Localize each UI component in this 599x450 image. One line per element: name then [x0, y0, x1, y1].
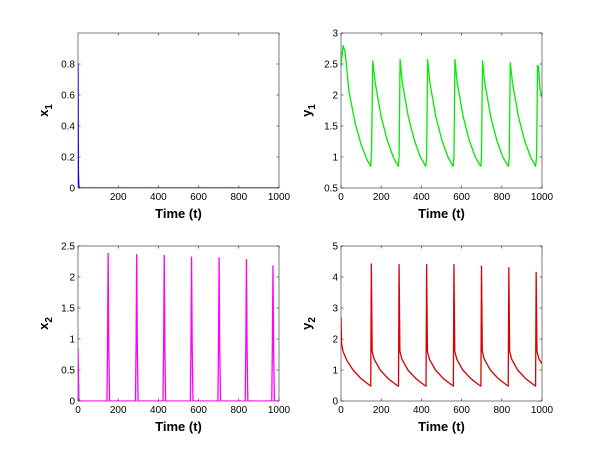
y-tick-label: 2: [332, 335, 338, 346]
x-tick-label: 1000: [268, 405, 291, 416]
x-tick-label: 400: [413, 405, 430, 416]
y-tick-label: 0: [69, 397, 75, 408]
x-tick-label: 600: [190, 405, 207, 416]
y-tick-label: 0.5: [324, 184, 338, 195]
y-axis-label-subscript: 2: [44, 317, 55, 323]
x-tick-label: 1000: [268, 192, 291, 203]
x-axis-label: Time (t): [155, 419, 202, 434]
y-tick-label: 4: [332, 273, 338, 284]
x-tick-label: 600: [453, 192, 470, 203]
y-tick-label: 0.5: [61, 366, 75, 377]
y-tick-label: 2: [69, 273, 75, 284]
x-tick-label: 400: [150, 192, 167, 203]
y-tick-label: 1.5: [61, 304, 75, 315]
x-tick-label: 200: [373, 192, 390, 203]
y-axis-label-subscript: 1: [44, 104, 55, 110]
y-axis-label-base: y: [299, 322, 314, 330]
x-tick-label: 600: [453, 405, 470, 416]
y-axis-label: y1: [299, 104, 318, 117]
y-tick-label: 2.5: [324, 60, 338, 71]
y-tick-label: 3: [332, 29, 338, 40]
x-tick-label: 1000: [531, 405, 554, 416]
y-axis-label-base: x: [36, 322, 51, 330]
x-tick-label: 200: [373, 405, 390, 416]
axes-box: [77, 32, 280, 189]
x-tick-label: 1000: [531, 192, 554, 203]
x-tick-label: 800: [230, 192, 247, 203]
x-tick-label: 0: [338, 192, 344, 203]
x-tick-label: 800: [493, 405, 510, 416]
y-axis-label-subscript: 1: [307, 104, 318, 110]
y-tick-label: 0.2: [61, 153, 75, 164]
y-axis-label: y2: [299, 317, 318, 330]
series-line-x2: [78, 252, 279, 401]
x-tick-label: 800: [230, 405, 247, 416]
x-tick-label: 400: [413, 192, 430, 203]
x-tick-label: 600: [190, 192, 207, 203]
y-tick-label: 2.5: [61, 242, 75, 253]
x-tick-label: 400: [150, 405, 167, 416]
series-line-y1: [341, 44, 542, 167]
y-axis-label: x2: [36, 317, 55, 330]
series-line-y2: [341, 263, 542, 387]
y-tick-label: 2: [332, 91, 338, 102]
y-axis-label-subscript: 2: [307, 317, 318, 323]
y-axis-label-base: x: [36, 109, 51, 117]
x-axis-label: Time (t): [155, 206, 202, 221]
x-tick-label: 800: [493, 192, 510, 203]
x-tick-label: 0: [75, 405, 81, 416]
y-tick-label: 1: [69, 335, 75, 346]
y-axis-label-base: y: [299, 109, 314, 117]
panel-x1: 200 400 600 800 1000 0 0.2 0.4 0.6 0.8 Time (t) x1: [36, 32, 291, 221]
y-tick-label: 0.4: [61, 122, 75, 133]
y-tick-label: 0.8: [61, 60, 75, 71]
y-tick-label: 0.6: [61, 91, 75, 102]
y-tick-label: 1: [332, 366, 338, 377]
y-tick-label: 0: [69, 184, 75, 195]
x-tick-label: 200: [110, 405, 127, 416]
y-tick-label: 1: [332, 153, 338, 164]
x-tick-label: 200: [110, 192, 127, 203]
y-tick-label: 1.5: [324, 122, 338, 133]
x-axis-label: Time (t): [418, 206, 465, 221]
y-tick-label: 5: [332, 242, 338, 253]
y-axis-label: x1: [36, 104, 55, 117]
y-tick-label: 3: [332, 304, 338, 315]
x-tick-label: 0: [338, 405, 344, 416]
y-tick-label: 0: [332, 397, 338, 408]
x-axis-label: Time (t): [418, 419, 465, 434]
